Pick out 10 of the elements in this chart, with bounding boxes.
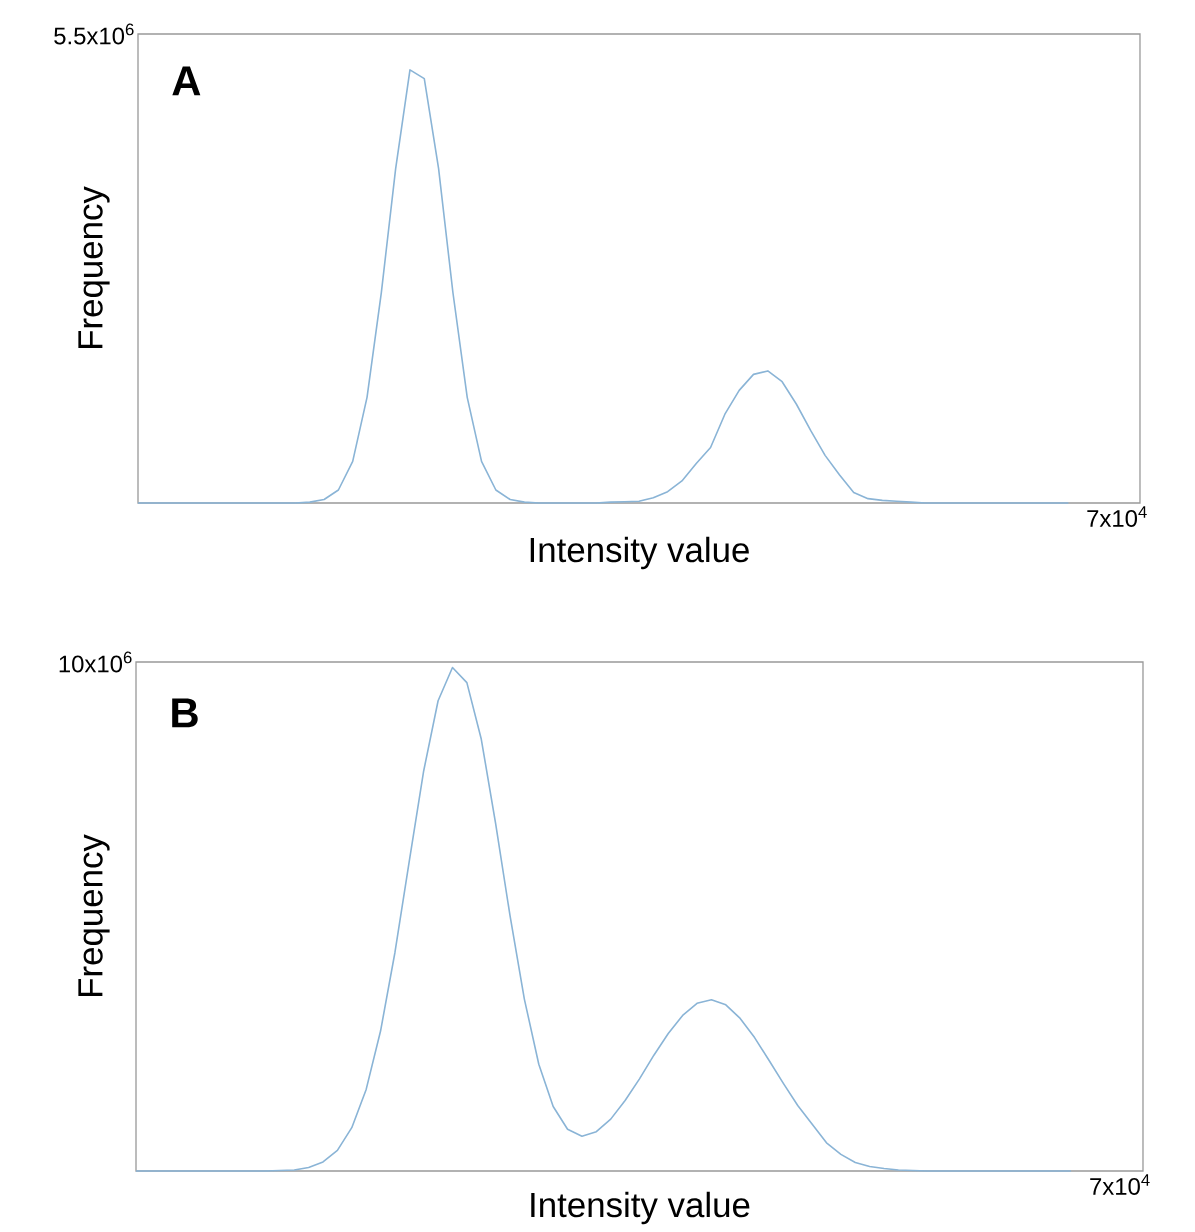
text: 7x10$^{4}$: [1090, 1174, 1150, 1195]
text: 5.5x10$^{6}$: [54, 23, 134, 45]
text: 10x10$^{6}$: [59, 651, 132, 673]
y-axis-title: Frequency: [78, 186, 110, 348]
x-axis-title: Intensity value: [531, 1191, 750, 1225]
y-axis-title: Frequency: [78, 834, 110, 996]
text: 7x10$^{4}$: [1087, 506, 1147, 527]
annotation: B: [172, 698, 198, 728]
x-axis-title: Intensity value: [530, 536, 749, 570]
annotation: A: [172, 66, 201, 96]
